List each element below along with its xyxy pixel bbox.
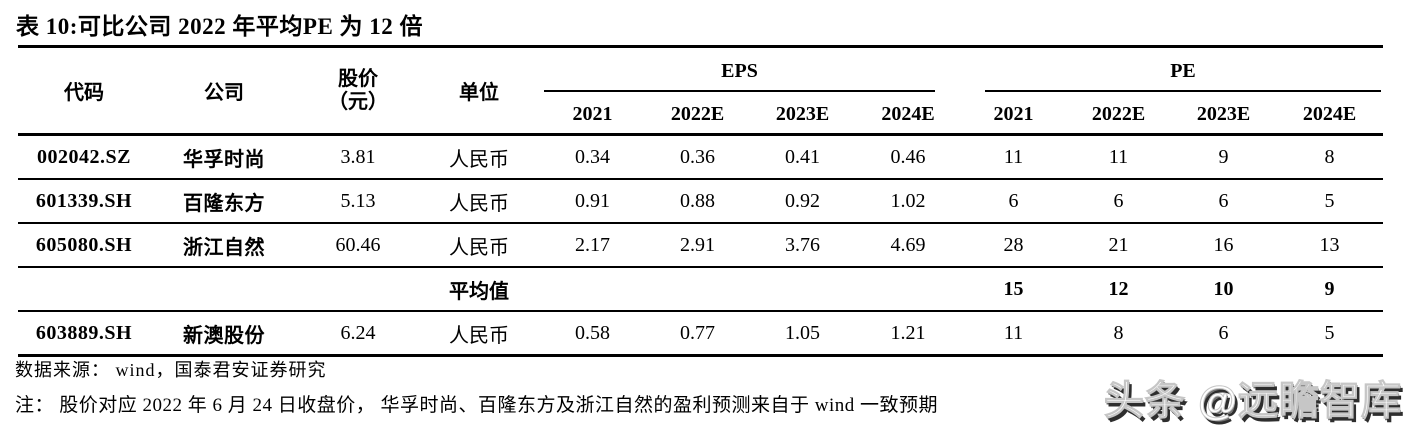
price-cell: 5.13 xyxy=(298,179,418,224)
eps-value-cell xyxy=(855,267,961,312)
pe-value-cell: 5 xyxy=(1276,179,1383,224)
company-cell: 新澳股份 xyxy=(150,311,298,357)
pe-value-cell: 21 xyxy=(1066,223,1171,268)
eps-value-cell: 0.77 xyxy=(645,311,750,357)
eps-value-cell: 0.46 xyxy=(855,134,961,180)
comparable-companies-table-wrap: 代码 公司 股价 （元） 单位 EPS PE 2021 2022E 2023E 202… xyxy=(18,45,1383,357)
col-header-price-line1: 股价 xyxy=(338,67,378,90)
eps-value-cell: 0.41 xyxy=(750,134,855,180)
eps-value-cell: 0.36 xyxy=(645,134,750,180)
pe-value-cell: 11 xyxy=(961,311,1066,357)
table-row: 平均值 15 12 10 9 xyxy=(18,267,1383,312)
eps-value-cell: 1.05 xyxy=(750,311,855,357)
price-cell: 60.46 xyxy=(298,223,418,268)
company-cell: 华孚时尚 xyxy=(150,134,298,180)
pe-value-cell: 8 xyxy=(1066,311,1171,357)
price-cell: 6.24 xyxy=(298,311,418,357)
col-header-price-line2: （元） xyxy=(328,90,388,113)
eps-value-cell: 0.92 xyxy=(750,179,855,224)
header-row-groups: 代码 公司 股价 （元） 单位 EPS PE xyxy=(18,47,1383,113)
eps-value-cell: 2.91 xyxy=(645,223,750,268)
data-source-note: 数据来源： wind，国泰君安证券研究 xyxy=(15,360,327,380)
pe-value-cell: 11 xyxy=(1066,134,1171,180)
col-header-code: 代码 xyxy=(64,82,104,104)
eps-value-cell: 0.91 xyxy=(540,179,645,224)
table-row: 002042.SZ 华孚时尚 3.81 人民币 0.34 0.36 0.41 0.46 11 11… xyxy=(18,134,1383,180)
code-cell: 002042.SZ xyxy=(18,134,150,180)
pe-value-cell: 16 xyxy=(1171,223,1276,268)
col-group-eps: EPS xyxy=(540,47,961,97)
table-title: 表 10:可比公司 2022 年平均PE 为 12 倍 xyxy=(16,14,424,39)
pe-year-header: 2022E xyxy=(1091,103,1146,125)
company-cell: 浙江自然 xyxy=(150,223,298,268)
pe-value-cell: 9 xyxy=(1171,134,1276,180)
pe-value-cell: 12 xyxy=(1066,267,1171,312)
pe-value-cell: 6 xyxy=(1066,179,1171,224)
unit-cell: 人民币 xyxy=(418,134,540,180)
eps-year-header: 2022E xyxy=(670,103,725,125)
eps-value-cell xyxy=(750,267,855,312)
eps-value-cell: 0.34 xyxy=(540,134,645,180)
table-row: 605080.SH 浙江自然 60.46 人民币 2.17 2.91 3.76 4.69 28 2… xyxy=(18,223,1383,268)
unit-cell: 人民币 xyxy=(418,179,540,224)
eps-value-cell: 0.58 xyxy=(540,311,645,357)
pe-value-cell: 6 xyxy=(1171,179,1276,224)
pe-value-cell: 13 xyxy=(1276,223,1383,268)
unit-cell: 人民币 xyxy=(418,311,540,357)
code-cell: 603889.SH xyxy=(18,311,150,357)
header-row-years: 2021 2022E 2023E 2024E 2021 2022E 2023E 2024E xyxy=(18,96,1383,135)
company-cell xyxy=(150,267,298,312)
col-header-company: 公司 xyxy=(204,82,244,104)
col-header-price: 股价 （元） xyxy=(298,47,418,135)
unit-cell: 平均值 xyxy=(418,267,540,312)
pe-value-cell: 11 xyxy=(961,134,1066,180)
pe-value-cell: 5 xyxy=(1276,311,1383,357)
company-cell: 百隆东方 xyxy=(150,179,298,224)
table-row: 603889.SH 新澳股份 6.24 人民币 0.58 0.77 1.05 1.21 11 8 6… xyxy=(18,311,1383,357)
code-cell: 601339.SH xyxy=(18,179,150,224)
price-cell xyxy=(298,267,418,312)
pe-value-cell: 6 xyxy=(1171,311,1276,357)
footnote: 注： 股价对应 2022 年 6 月 24 日收盘价， 华孚时尚、百隆东方及浙江… xyxy=(15,395,939,416)
code-cell xyxy=(18,267,150,312)
pe-year-header: 2024E xyxy=(1302,103,1357,125)
pe-group-label: PE xyxy=(985,52,1381,92)
pe-value-cell: 15 xyxy=(961,267,1066,312)
table-row: 601339.SH 百隆东方 5.13 人民币 0.91 0.88 0.92 1.02 6 6 6 5 xyxy=(18,179,1383,224)
code-cell: 605080.SH xyxy=(18,223,150,268)
pe-value-cell: 28 xyxy=(961,223,1066,268)
pe-value-cell: 6 xyxy=(961,179,1066,224)
eps-group-label: EPS xyxy=(544,52,935,92)
eps-value-cell xyxy=(540,267,645,312)
watermark: 头条 @远瞻智库 xyxy=(1103,379,1402,424)
unit-cell: 人民币 xyxy=(418,223,540,268)
pe-year-header: 2021 xyxy=(993,103,1034,125)
pe-value-cell: 8 xyxy=(1276,134,1383,180)
eps-value-cell: 3.76 xyxy=(750,223,855,268)
pe-value-cell: 9 xyxy=(1276,267,1383,312)
eps-year-header: 2021 xyxy=(572,103,613,125)
eps-year-header: 2023E xyxy=(775,103,830,125)
comparable-companies-table: 代码 公司 股价 （元） 单位 EPS PE 2021 2022E 2023E 202… xyxy=(18,45,1383,357)
col-header-unit: 单位 xyxy=(459,82,499,104)
price-cell: 3.81 xyxy=(298,134,418,180)
col-group-pe: PE xyxy=(961,47,1383,97)
eps-value-cell: 1.21 xyxy=(855,311,961,357)
eps-year-header: 2024E xyxy=(881,103,935,125)
eps-value-cell: 4.69 xyxy=(855,223,961,268)
pe-value-cell: 10 xyxy=(1171,267,1276,312)
eps-value-cell: 2.17 xyxy=(540,223,645,268)
eps-value-cell xyxy=(645,267,750,312)
eps-value-cell: 0.88 xyxy=(645,179,750,224)
pe-year-header: 2023E xyxy=(1196,103,1251,125)
eps-value-cell: 1.02 xyxy=(855,179,961,224)
